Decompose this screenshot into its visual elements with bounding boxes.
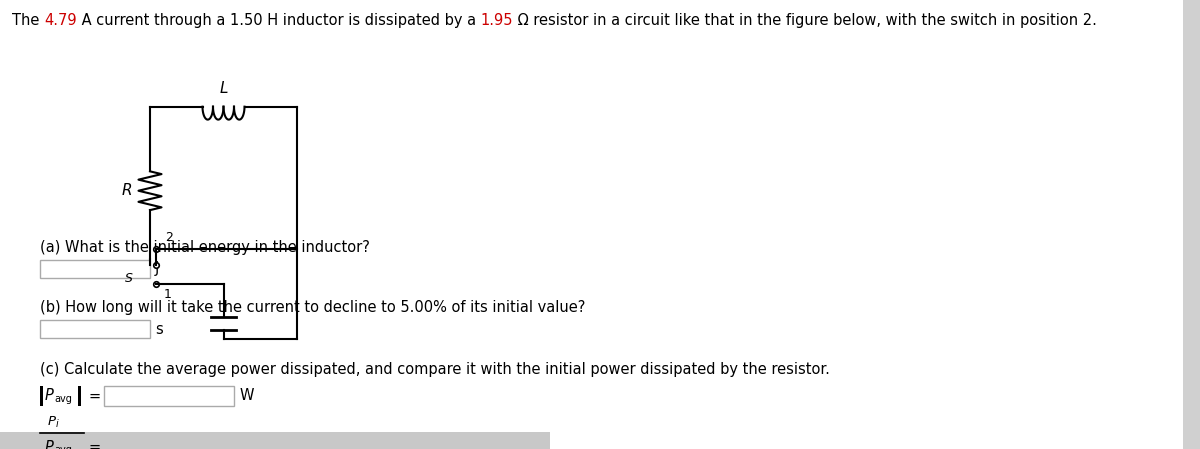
Text: S: S xyxy=(125,272,133,285)
Bar xyxy=(40,320,150,338)
Text: 2: 2 xyxy=(164,231,173,244)
Text: J: J xyxy=(155,261,160,277)
Bar xyxy=(1183,0,1200,449)
Text: Ω resistor in a circuit like that in the figure below, with the switch in positi: Ω resistor in a circuit like that in the… xyxy=(512,13,1097,28)
Bar xyxy=(78,437,80,449)
Bar xyxy=(104,437,234,449)
Bar xyxy=(40,437,42,449)
Text: A current through a 1.50 H inductor is dissipated by a: A current through a 1.50 H inductor is d… xyxy=(77,13,480,28)
Bar xyxy=(40,260,150,278)
Text: P: P xyxy=(48,415,56,428)
Text: (a) What is the initial energy in the inductor?: (a) What is the initial energy in the in… xyxy=(40,240,370,255)
Text: P: P xyxy=(46,440,54,449)
Text: W: W xyxy=(240,388,254,404)
Text: avg: avg xyxy=(54,445,72,449)
Text: avg: avg xyxy=(54,394,72,404)
Bar xyxy=(104,386,234,406)
Text: 1: 1 xyxy=(163,288,172,301)
Text: P: P xyxy=(46,388,54,404)
Text: (b) How long will it take the current to decline to 5.00% of its initial value?: (b) How long will it take the current to… xyxy=(40,300,586,315)
Text: 1.95: 1.95 xyxy=(480,13,512,28)
Text: s: s xyxy=(155,321,163,336)
Bar xyxy=(78,386,80,406)
Text: The: The xyxy=(12,13,44,28)
Bar xyxy=(40,386,42,406)
Text: L: L xyxy=(220,81,228,96)
Text: R: R xyxy=(121,183,132,198)
Bar xyxy=(0,432,550,449)
Text: =: = xyxy=(88,440,100,449)
Text: 4.79: 4.79 xyxy=(44,13,77,28)
Text: =: = xyxy=(88,388,100,404)
Text: i: i xyxy=(56,419,59,429)
Text: (c) Calculate the average power dissipated, and compare it with the initial powe: (c) Calculate the average power dissipat… xyxy=(40,362,830,377)
